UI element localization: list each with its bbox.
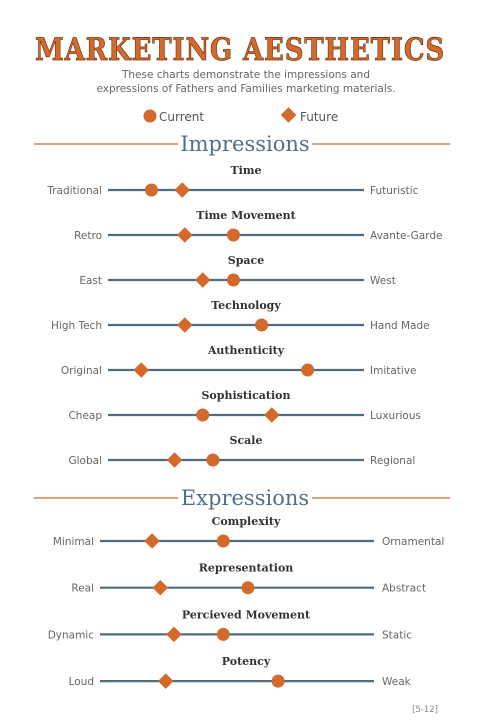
legend-future-label: Future [300, 110, 338, 124]
scale-right-label: Regional [370, 455, 415, 467]
future-marker [152, 579, 169, 596]
subtitle-line-1: These charts demonstrate the impressions… [121, 69, 370, 81]
scale-right-label: Weak [382, 676, 412, 688]
current-marker [196, 408, 210, 422]
scale-right-label: Futuristic [370, 185, 419, 197]
scale-left-label: Traditional [46, 185, 102, 197]
metric-title: Sophistication [201, 389, 290, 402]
legend-future-marker [280, 107, 297, 123]
current-marker [226, 273, 240, 287]
metric-title: Authenticity [207, 344, 285, 357]
scale-left-label: Cheap [68, 410, 102, 422]
metric-title: Scale [230, 434, 263, 447]
current-marker [271, 674, 285, 688]
metric-title: Representation [199, 562, 294, 575]
scale-left-label: Original [61, 365, 102, 377]
metric-title: Potency [222, 655, 271, 668]
current-marker [226, 228, 240, 242]
scale-right-label: Ornamental [382, 536, 444, 548]
scale-right-label: Luxurious [370, 410, 421, 422]
future-marker [264, 407, 280, 423]
metric-title: Space [228, 254, 264, 267]
future-marker [166, 452, 183, 468]
scale-right-label: Hand Made [370, 320, 430, 332]
scale-left-label: East [79, 275, 102, 287]
future-marker [166, 626, 182, 643]
future-marker [144, 533, 160, 549]
current-marker [145, 183, 159, 197]
scale-left-label: High Tech [51, 320, 102, 332]
scale-right-label: West [370, 275, 396, 287]
page-title: MARKETING AESTHETICS [35, 32, 445, 68]
current-marker [216, 627, 230, 641]
future-marker [177, 227, 193, 243]
scale-right-label: Avante-Garde [370, 230, 442, 242]
subtitle-line-2: expressions of Fathers and Families mark… [96, 83, 395, 95]
metric-title: Percieved Movement [182, 608, 311, 621]
current-marker [255, 318, 269, 332]
metric-title: Time Movement [196, 209, 296, 222]
metric-title: Technology [211, 299, 281, 312]
scale-left-label: Loud [69, 676, 94, 688]
section-heading: Expressions [181, 486, 309, 510]
future-marker [174, 182, 191, 198]
future-marker [133, 362, 150, 378]
scale-left-label: Real [71, 583, 94, 595]
current-marker [206, 453, 220, 467]
scale-left-label: Dynamic [48, 629, 95, 641]
scale-right-label: Static [382, 629, 412, 641]
future-marker [157, 673, 174, 689]
current-marker [241, 581, 255, 595]
scale-left-label: Global [69, 455, 103, 467]
metric-title: Time [230, 164, 261, 177]
legend: Current Future [143, 107, 338, 124]
metric-title: Complexity [212, 515, 281, 528]
scale-right-label: Abstract [382, 583, 426, 595]
page-number: [5-12] [412, 705, 438, 715]
scale-right-label: Imitative [370, 365, 417, 377]
future-marker [194, 272, 211, 288]
current-marker [216, 534, 230, 548]
current-marker [301, 363, 315, 377]
future-marker [177, 317, 193, 333]
scale-left-label: Minimal [53, 536, 94, 548]
legend-current-marker [143, 109, 157, 123]
section-heading: Impressions [180, 132, 309, 156]
legend-current-label: Current [159, 110, 204, 124]
scale-left-label: Retro [74, 230, 102, 242]
